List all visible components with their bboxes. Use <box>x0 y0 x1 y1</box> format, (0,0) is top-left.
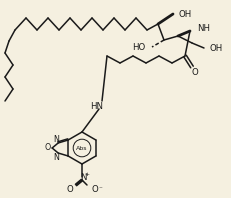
Text: HN: HN <box>90 102 103 110</box>
Text: O: O <box>91 186 98 194</box>
Text: O: O <box>44 144 50 152</box>
Text: N: N <box>53 152 59 162</box>
Text: OH: OH <box>178 10 191 18</box>
Text: O: O <box>191 68 198 76</box>
Text: +: + <box>84 171 89 176</box>
Text: N: N <box>79 173 86 183</box>
Text: Abs: Abs <box>76 146 87 150</box>
Text: HO: HO <box>131 43 144 51</box>
Text: OH: OH <box>209 44 222 52</box>
Text: NH: NH <box>196 24 209 32</box>
Text: ⁻: ⁻ <box>98 186 101 192</box>
Text: O: O <box>66 186 73 194</box>
Text: N: N <box>53 134 59 144</box>
